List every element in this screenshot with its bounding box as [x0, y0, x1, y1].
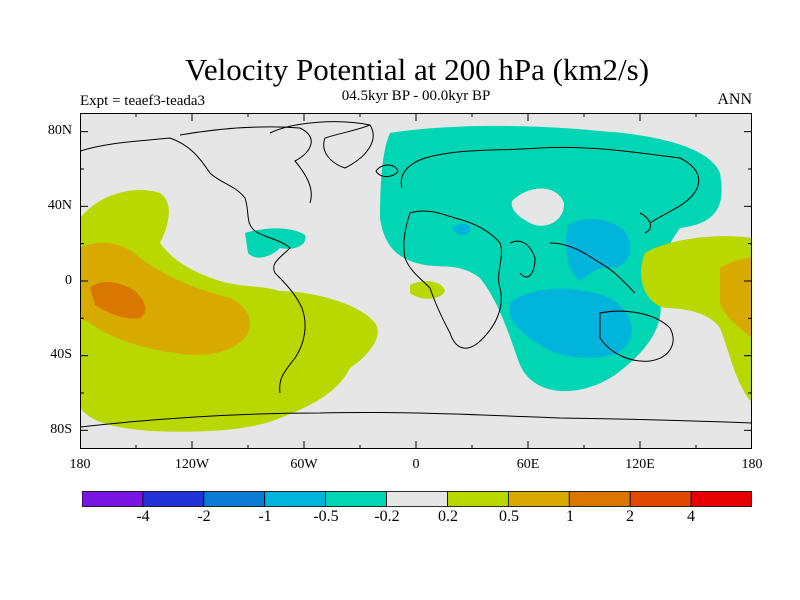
region-far-west-pacific-positive	[720, 258, 752, 338]
colorbar-swatch	[203, 491, 266, 507]
colorbar-swatch	[690, 491, 752, 507]
chart-title: Velocity Potential at 200 hPa (km2/s)	[184, 52, 650, 87]
season-label: ANN	[717, 91, 752, 108]
colorbar-label: -0.5	[313, 508, 339, 525]
colorbar-label: -2	[197, 508, 211, 525]
lon-tick-180e: 180	[741, 457, 763, 472]
region-peak-positive	[90, 281, 146, 319]
axis-ticks	[80, 113, 752, 449]
chart-subtitle: 04.5kyr BP - 00.0kyr BP	[341, 88, 491, 104]
region-asia-strong-negative	[565, 219, 631, 281]
colorbar-swatch	[325, 491, 387, 507]
region-eurasia-africa-negative	[380, 125, 722, 392]
region-mediterranean-hole	[511, 188, 565, 226]
colorbar-swatch	[507, 491, 570, 507]
colorbar-swatch	[82, 491, 144, 507]
lon-tick-120w: 120W	[174, 457, 210, 472]
colorbar-swatch	[629, 491, 692, 507]
lon-tick-180w: 180	[69, 457, 91, 472]
colorbar-label: -0.2	[374, 508, 400, 525]
velocity-potential-map	[80, 113, 752, 449]
lat-tick-80n: 80N	[47, 123, 72, 138]
colorbar-label: -4	[136, 508, 150, 525]
lat-tick-0: 0	[65, 273, 72, 288]
colorbar-label: 0.2	[438, 508, 458, 525]
colorbar-label: -1	[258, 508, 272, 525]
lon-tick-60w: 60W	[290, 457, 318, 472]
colorbar-swatch	[142, 491, 205, 507]
coastlines	[80, 121, 752, 428]
colorbar-swatch	[386, 491, 448, 507]
lon-tick-120e: 120E	[625, 457, 655, 472]
colorbar-swatch	[568, 491, 631, 507]
experiment-label: Expt = teaef3-teada3	[80, 93, 206, 109]
colorbar-swatch	[447, 491, 509, 507]
lat-tick-80s: 80S	[50, 422, 72, 437]
colorbar-label: 2	[626, 508, 634, 525]
colorbar	[82, 491, 752, 507]
colorbar-label: 1	[566, 508, 574, 525]
lat-tick-40n: 40N	[47, 198, 72, 213]
region-caribbean-negative	[245, 228, 306, 258]
colorbar-label: 4	[687, 508, 695, 525]
lon-tick-0: 0	[412, 457, 420, 472]
colorbar-swatch	[264, 491, 327, 507]
region-arabia-strong-negative	[452, 223, 471, 236]
lat-tick-40s: 40S	[50, 347, 72, 362]
colorbar-label: 0.5	[499, 508, 519, 525]
region-gulf-guinea-positive	[410, 281, 445, 299]
region-central-pacific-positive	[80, 242, 250, 355]
lon-tick-60e: 60E	[516, 457, 540, 472]
